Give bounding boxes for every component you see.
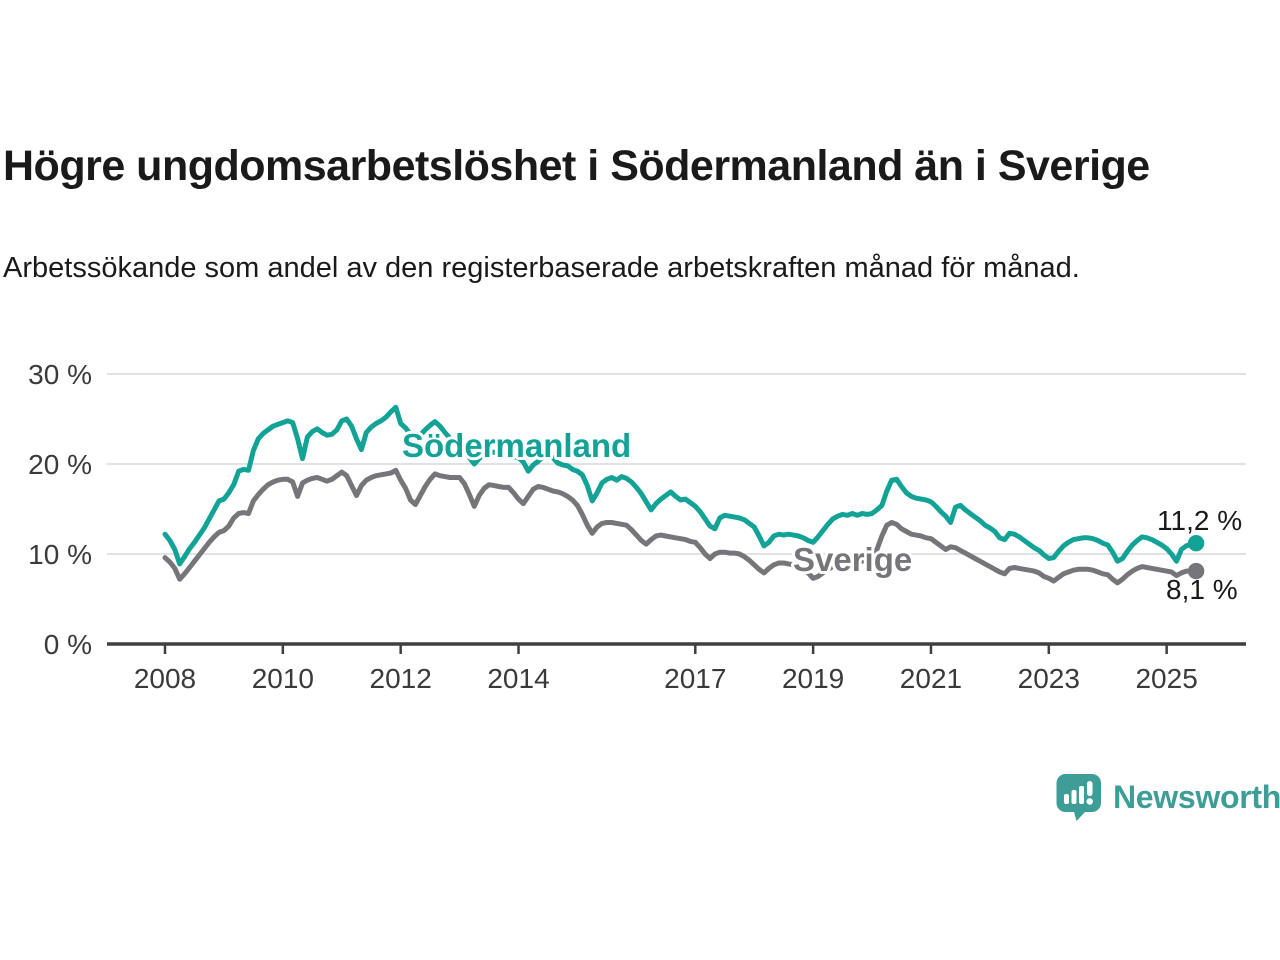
series-value-label-södermanland: 11,2 % xyxy=(1157,505,1242,536)
x-tick-label: 2014 xyxy=(487,663,549,694)
series-end-dot-sverige xyxy=(1187,562,1205,580)
y-tick-label: 10 % xyxy=(28,539,92,570)
y-tick-label: 0 % xyxy=(44,629,92,660)
x-tick-label: 2025 xyxy=(1135,663,1197,694)
brand-name: Newsworthy xyxy=(1113,779,1280,815)
y-tick-label: 20 % xyxy=(28,449,92,480)
x-tick-label: 2008 xyxy=(134,663,196,694)
y-tick-label: 30 % xyxy=(28,359,92,390)
page-title: Högre ungdomsarbetslöshet i Södermanland… xyxy=(3,142,1150,190)
series-end-dot-södermanland xyxy=(1187,535,1205,552)
series-label-södermanland: Södermanland xyxy=(402,427,631,464)
x-tick-label: 2023 xyxy=(1018,663,1080,694)
series-label-sverige: Sverige xyxy=(793,541,912,578)
x-tick-label: 2010 xyxy=(252,663,314,694)
x-tick-label: 2019 xyxy=(782,663,844,694)
x-tick-label: 2012 xyxy=(370,663,432,694)
series-value-label-sverige: 8,1 % xyxy=(1166,574,1238,605)
newsworthy-logo-icon xyxy=(1056,774,1101,821)
brand-logo: Newsworthy xyxy=(1056,774,1280,821)
series-line-sverige xyxy=(162,467,1199,586)
page-subtitle: Arbetssökande som andel av den registerb… xyxy=(3,252,1080,284)
x-tick-label: 2021 xyxy=(900,663,962,694)
x-tick-label: 2017 xyxy=(664,663,726,694)
series-line-södermanland xyxy=(162,404,1199,567)
